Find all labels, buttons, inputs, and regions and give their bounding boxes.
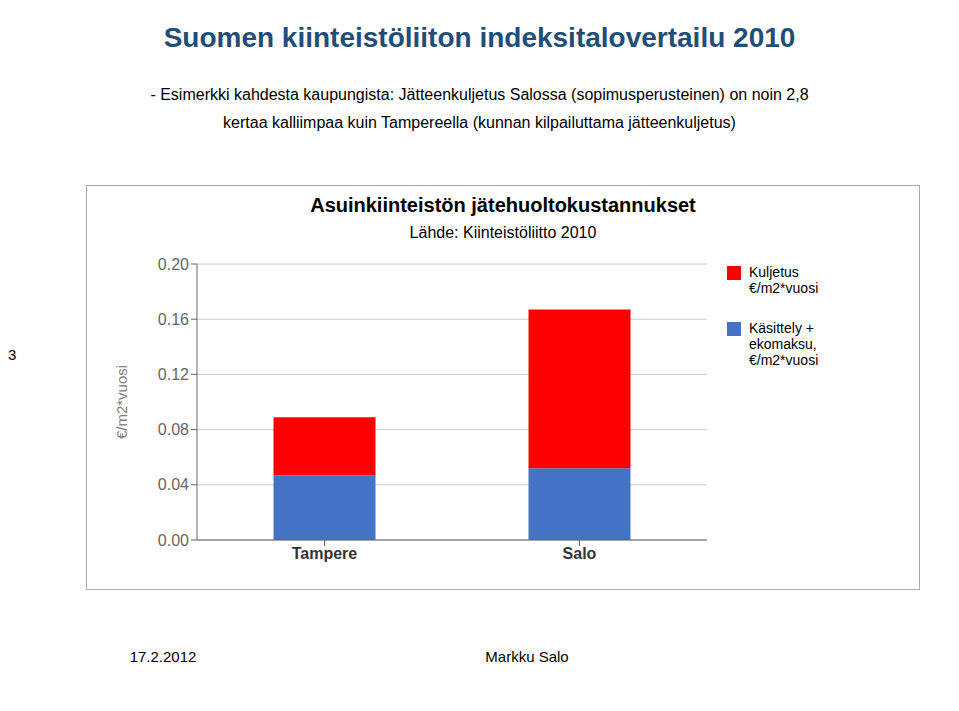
svg-text:0.12: 0.12 [158, 366, 189, 383]
html-text:3: 3 [8, 346, 17, 363]
html-text:Käsittely +: Käsittely + [749, 320, 814, 336]
html-text:Suomen kiinteistöliiton indeks: Suomen kiinteistöliiton indeksitaloverta… [163, 22, 796, 53]
svg-text:0.08: 0.08 [158, 421, 189, 438]
html-text:Markku Salo: Markku Salo [485, 648, 569, 665]
svg-text:Tampere: Tampere [292, 545, 358, 562]
html-text:Kuljetus: Kuljetus [749, 264, 799, 280]
svg-text:0.16: 0.16 [158, 311, 189, 328]
html-text:- Esimerkki kahdesta kaupungis: - Esimerkki kahdesta kaupungista: Jättee… [150, 86, 809, 103]
html-text:kertaa kalliimpaa kuin Tampere: kertaa kalliimpaa kuin Tampereella (kunn… [223, 114, 736, 131]
svg-text:0.20: 0.20 [158, 256, 189, 273]
svg-text:€/m2*vuosi: €/m2*vuosi [113, 365, 130, 439]
svg-text:0.04: 0.04 [158, 476, 189, 493]
html-text:€/m2*vuosi: €/m2*vuosi [749, 280, 819, 296]
html-text:€/m2*vuosi: €/m2*vuosi [749, 352, 819, 368]
html-text:Asuinkiinteistön jätehuoltokus: Asuinkiinteistön jätehuoltokustannukset [310, 194, 696, 216]
svg-text:0.00: 0.00 [158, 532, 189, 549]
html-text:Lähde: Kiinteistöliitto 2010: Lähde: Kiinteistöliitto 2010 [409, 224, 597, 241]
svg-text:Salo: Salo [563, 545, 597, 562]
html-text:17.2.2012: 17.2.2012 [129, 648, 197, 665]
html-text:ekomaksu,: ekomaksu, [749, 336, 817, 352]
